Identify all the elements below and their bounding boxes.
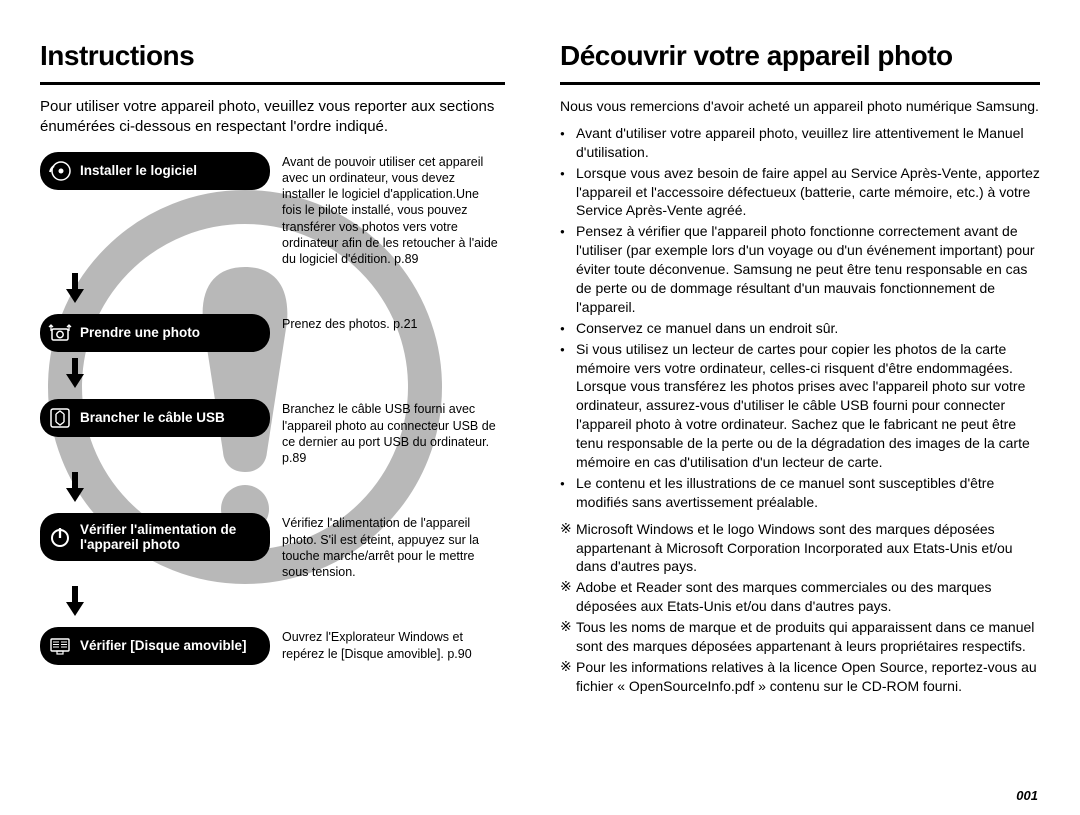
step-pill-photo: Prendre une photo: [40, 314, 270, 352]
step-label: Vérifier [Disque amovible]: [80, 638, 247, 654]
step-row: Prendre une photo Prenez des photos. p.2…: [40, 314, 505, 352]
list-item: Tous les noms de marque et de produits q…: [560, 618, 1040, 656]
list-item: Si vous utilisez un lecteur de cartes po…: [560, 340, 1040, 472]
camera-icon: [48, 321, 72, 345]
discover-heading: Découvrir votre appareil photo: [560, 40, 1040, 72]
power-icon: [48, 525, 72, 549]
discover-intro: Nous vous remercions d'avoir acheté un a…: [560, 97, 1040, 116]
step-label: Installer le logiciel: [80, 163, 197, 179]
step-label: Brancher le câble USB: [80, 410, 225, 426]
step-desc: Prenez des photos. p.21: [270, 314, 418, 332]
step-desc: Branchez le câble USB fourni avec l'appa…: [270, 399, 500, 466]
list-item: Avant d'utiliser votre appareil photo, v…: [560, 124, 1040, 162]
step-desc: Avant de pouvoir utiliser cet appareil a…: [270, 152, 500, 268]
list-item: Pour les informations relatives à la lic…: [560, 658, 1040, 696]
list-item: Le contenu et les illustrations de ce ma…: [560, 474, 1040, 512]
step-desc: Ouvrez l'Explorateur Windows et repérez …: [270, 627, 500, 662]
disc-icon: [48, 159, 72, 183]
star-bullet-list: Microsoft Windows et le logo Windows son…: [560, 520, 1040, 696]
list-item: Adobe et Reader sont des marques commerc…: [560, 578, 1040, 616]
instructions-column: Instructions Pour utiliser votre apparei…: [0, 0, 540, 815]
list-item: Conservez ce manuel dans un endroit sûr.: [560, 319, 1040, 338]
steps-area: Installer le logiciel Avant de pouvoir u…: [40, 152, 505, 702]
steps-list: Installer le logiciel Avant de pouvoir u…: [40, 152, 505, 666]
page-number: 001: [1016, 788, 1038, 803]
step-label: Prendre une photo: [80, 325, 200, 341]
instructions-heading: Instructions: [40, 40, 505, 72]
list-item: Pensez à vérifier que l'appareil photo f…: [560, 222, 1040, 316]
arrow-down-icon: [64, 271, 86, 305]
monitor-icon: [48, 634, 72, 658]
list-item: Lorsque vous avez besoin de faire appel …: [560, 164, 1040, 221]
instructions-intro: Pour utiliser votre appareil photo, veui…: [40, 97, 505, 138]
arrow-down-icon: [64, 356, 86, 390]
step-row: Vérifier l'alimentation de l'appareil ph…: [40, 513, 505, 580]
step-pill-power: Vérifier l'alimentation de l'appareil ph…: [40, 513, 270, 561]
step-row: Brancher le câble USB Branchez le câble …: [40, 399, 505, 466]
manual-page: Instructions Pour utiliser votre apparei…: [0, 0, 1080, 815]
rule: [40, 82, 505, 85]
rule: [560, 82, 1040, 85]
step-row: Installer le logiciel Avant de pouvoir u…: [40, 152, 505, 268]
bullet-list: Avant d'utiliser votre appareil photo, v…: [560, 124, 1040, 512]
step-desc: Vérifiez l'alimentation de l'appareil ph…: [270, 513, 500, 580]
step-row: Vérifier [Disque amovible] Ouvrez l'Expl…: [40, 627, 505, 665]
step-pill-install: Installer le logiciel: [40, 152, 270, 190]
usb-icon: [48, 406, 72, 430]
discover-column: Découvrir votre appareil photo Nous vous…: [540, 0, 1080, 815]
step-pill-usb: Brancher le câble USB: [40, 399, 270, 437]
arrow-down-icon: [64, 584, 86, 618]
step-label: Vérifier l'alimentation de l'appareil ph…: [80, 522, 258, 553]
arrow-down-icon: [64, 470, 86, 504]
step-pill-disk: Vérifier [Disque amovible]: [40, 627, 270, 665]
list-item: Microsoft Windows et le logo Windows son…: [560, 520, 1040, 577]
